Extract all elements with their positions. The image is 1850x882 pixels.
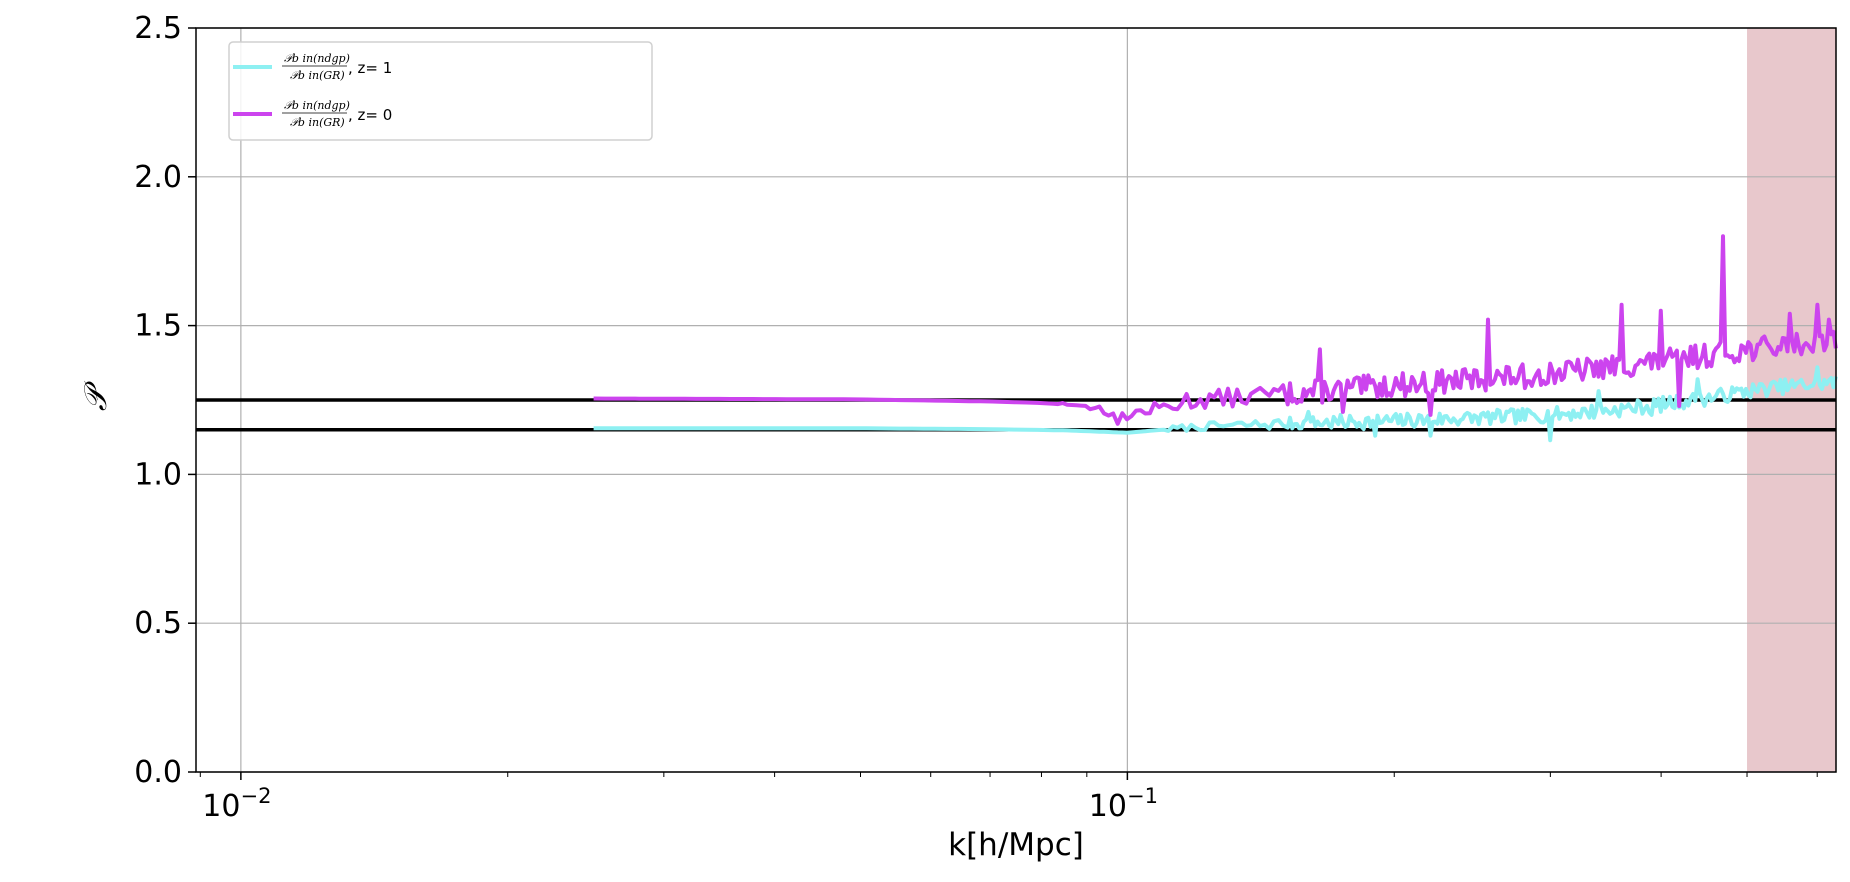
y-tick-label: 1.5 bbox=[134, 309, 182, 344]
legend-series-label: , z= 1 bbox=[348, 59, 392, 77]
legend-box bbox=[228, 41, 653, 141]
plot-frame bbox=[195, 27, 1837, 773]
y-tick-label: 2.0 bbox=[134, 160, 182, 195]
legend-series-label: , z= 0 bbox=[348, 106, 392, 124]
x-tick-label: 10−2 bbox=[202, 784, 271, 824]
y-axis-label: 𝒫 bbox=[78, 380, 114, 411]
legend-fraction-denominator: 𝒫b in(GR) bbox=[290, 116, 345, 129]
legend-fraction-numerator: 𝒫b in(ndgp) bbox=[284, 52, 350, 65]
ticks-layer: 0.0 0.5 1.0 1.5 2.0 2.5 10−2 10−1 bbox=[134, 11, 1818, 824]
y-tick-label: 0.0 bbox=[134, 755, 182, 790]
series-line bbox=[593, 234, 1838, 426]
x-tick-label: 10−1 bbox=[1089, 784, 1158, 824]
legend-fraction-denominator: 𝒫b in(GR) bbox=[290, 69, 345, 82]
legend-fraction-numerator: 𝒫b in(ndgp) bbox=[284, 99, 350, 112]
x-axis-label: k[h/Mpc] bbox=[948, 827, 1084, 863]
y-tick-label: 0.5 bbox=[134, 606, 182, 641]
y-tick-label: 2.5 bbox=[134, 11, 182, 46]
series-line bbox=[593, 365, 1838, 443]
y-tick-label: 1.0 bbox=[134, 457, 182, 492]
legend: 𝒫b in(ndgp)𝒫b in(GR), z= 1𝒫b in(ndgp)𝒫b … bbox=[228, 41, 653, 141]
series-layer bbox=[593, 234, 1838, 443]
